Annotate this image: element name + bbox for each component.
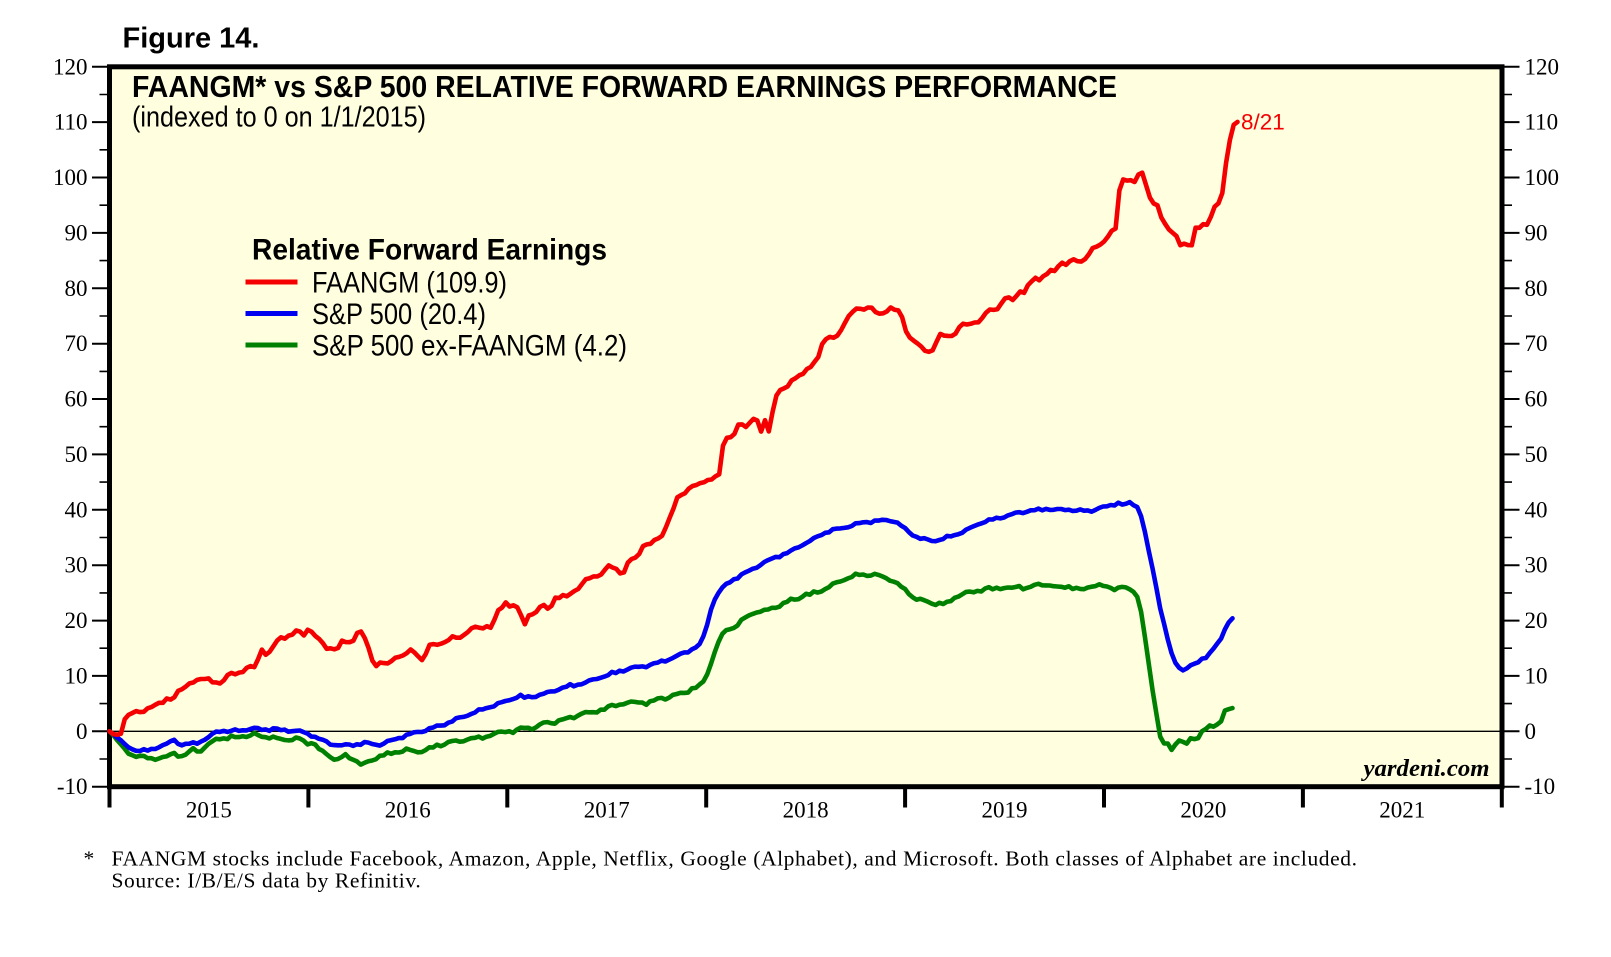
svg-text:2019: 2019 (982, 798, 1028, 823)
svg-text:20: 20 (65, 608, 88, 633)
svg-text:40: 40 (1525, 497, 1548, 522)
svg-text:120: 120 (53, 54, 88, 79)
svg-text:FAANGM stocks include Facebook: FAANGM stocks include Facebook, Amazon, … (112, 847, 1358, 871)
svg-text:80: 80 (1525, 276, 1548, 301)
svg-text:(indexed to 0 on 1/1/2015): (indexed to 0 on 1/1/2015) (132, 102, 426, 134)
svg-text:FAANGM (109.9): FAANGM (109.9) (312, 267, 507, 300)
svg-text:10: 10 (1525, 663, 1548, 688)
svg-text:30: 30 (1525, 553, 1548, 578)
svg-text:50: 50 (65, 442, 88, 467)
svg-text:2017: 2017 (584, 798, 630, 823)
svg-text:110: 110 (1525, 110, 1559, 135)
svg-text:2016: 2016 (385, 798, 431, 823)
svg-text:0: 0 (76, 719, 88, 744)
svg-text:Source: I/B/E/S data by Refini: Source: I/B/E/S data by Refinitiv. (112, 869, 422, 893)
svg-text:2021: 2021 (1379, 798, 1425, 823)
svg-text:FAANGM* vs S&P 500 RELATIVE FO: FAANGM* vs S&P 500 RELATIVE FORWARD EARN… (132, 69, 1117, 104)
svg-text:40: 40 (65, 497, 88, 522)
svg-text:60: 60 (65, 387, 88, 412)
svg-text:30: 30 (65, 553, 88, 578)
svg-text:10: 10 (65, 663, 88, 688)
svg-text:110: 110 (54, 110, 88, 135)
svg-text:S&P 500 (20.4): S&P 500 (20.4) (312, 298, 486, 331)
svg-text:120: 120 (1525, 54, 1560, 79)
svg-text:50: 50 (1525, 442, 1548, 467)
svg-text:2018: 2018 (783, 798, 829, 823)
svg-text:Relative Forward Earnings: Relative Forward Earnings (252, 234, 607, 267)
svg-text:70: 70 (65, 331, 88, 356)
svg-text:0: 0 (1525, 719, 1537, 744)
svg-text:90: 90 (1525, 220, 1548, 245)
svg-text:-10: -10 (57, 774, 88, 799)
svg-text:60: 60 (1525, 387, 1548, 412)
svg-text:70: 70 (1525, 331, 1548, 356)
svg-text:2020: 2020 (1180, 798, 1226, 823)
svg-text:-10: -10 (1525, 774, 1556, 799)
svg-text:8/21: 8/21 (1241, 110, 1285, 135)
svg-text:80: 80 (65, 276, 88, 301)
svg-text:100: 100 (53, 165, 88, 190)
svg-text:Figure 14.: Figure 14. (123, 23, 260, 55)
svg-text:2015: 2015 (186, 798, 232, 823)
svg-text:*: * (84, 847, 95, 871)
svg-text:90: 90 (65, 220, 88, 245)
svg-text:S&P 500 ex-FAANGM (4.2): S&P 500 ex-FAANGM (4.2) (312, 330, 627, 363)
svg-text:yardeni.com: yardeni.com (1360, 756, 1489, 782)
svg-text:20: 20 (1525, 608, 1548, 633)
svg-text:100: 100 (1525, 165, 1560, 190)
